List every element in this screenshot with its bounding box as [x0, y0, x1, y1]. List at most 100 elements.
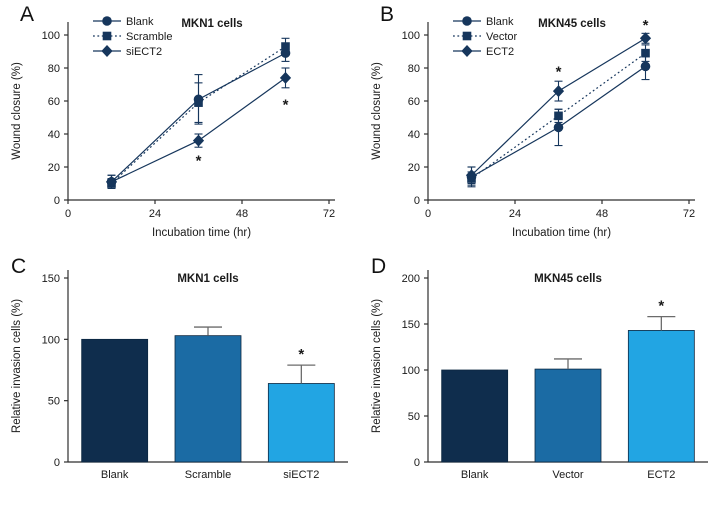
- square-marker: [194, 98, 203, 107]
- diamond-marker: [105, 175, 118, 188]
- bar-rect: [627, 330, 695, 463]
- y-tick-label: 60: [408, 96, 420, 108]
- significance-asterisk: *: [643, 17, 649, 34]
- x-tick-label: 72: [683, 208, 695, 220]
- panel-c-bar-chart: 0 50 100 150 Relative invasion cells (%) MKN1…: [0, 252, 360, 504]
- error-bar: [287, 364, 316, 384]
- chart-title: MKN1 cells: [177, 273, 238, 285]
- panel-d-letter: D: [371, 255, 387, 278]
- y-tick-label: 60: [48, 96, 60, 108]
- bar-Blank: [81, 338, 149, 463]
- bar-chart-svg: 0 50 100 150 200 Relative invasion cells (%) M…: [371, 270, 708, 481]
- significance-asterisk: *: [298, 346, 304, 363]
- panel-a-line-chart: 0 20 40 60 80 100 0 24 48 72 Wound closure (%) Incu…: [0, 0, 360, 252]
- category-label: Vector: [552, 469, 584, 481]
- square-marker: [102, 31, 112, 41]
- line-chart-svg: 0 20 40 60 80 100 0 24 48 72 Wound closure (%) Incu…: [11, 16, 335, 239]
- x-tick-label: 0: [425, 208, 431, 220]
- y-tick-label: 40: [48, 129, 60, 141]
- y-tick-label: 20: [48, 162, 60, 174]
- square-marker: [554, 111, 563, 121]
- panel-b: B 0 20 40 60 80 100 0 24 48 72 Wound closure (%) In…: [360, 0, 720, 252]
- series-ECT2: [465, 32, 652, 185]
- legend-label: Scramble: [126, 31, 172, 43]
- legend-label: Vector: [486, 31, 518, 43]
- y-tick-label: 100: [402, 365, 420, 377]
- y-tick-label: 50: [408, 411, 420, 423]
- diamond-marker: [101, 45, 113, 57]
- y-tick-label: 150: [402, 319, 420, 331]
- panel-a-letter: A: [20, 3, 35, 26]
- circle-marker: [640, 61, 651, 72]
- panel-c-letter: C: [11, 255, 27, 278]
- chart-title: MKN45 cells: [534, 273, 602, 285]
- y-tick-label: 20: [408, 162, 420, 174]
- bar-Blank: [441, 369, 509, 463]
- bar-rect: [441, 369, 509, 463]
- y-tick-label: 50: [48, 396, 60, 408]
- x-axis-label: Incubation time (hr): [512, 227, 611, 239]
- category-label: Blank: [101, 469, 129, 481]
- category-label: Scramble: [185, 469, 231, 481]
- panel-d-bar-chart: 0 50 100 150 200 Relative invasion cells (%) M…: [360, 252, 720, 504]
- y-axis-label: Relative invasion cells (%): [371, 299, 383, 433]
- y-axis-label: Wound closure (%): [11, 62, 23, 160]
- category-label: Blank: [461, 469, 489, 481]
- x-tick-label: 0: [65, 208, 71, 220]
- x-tick-label: 24: [509, 208, 521, 220]
- bar-rect: [534, 368, 602, 463]
- line-chart-svg: 0 20 40 60 80 100 0 24 48 72 Wound closure (%) Incu…: [371, 16, 695, 239]
- chart-title: MKN1 cells: [181, 18, 242, 30]
- significance-asterisk: *: [658, 298, 664, 315]
- circle-marker: [553, 122, 564, 133]
- significance-asterisk: *: [196, 152, 202, 169]
- significance-asterisk: *: [283, 96, 289, 113]
- bar-siECT2: [267, 364, 335, 463]
- legend-label: Blank: [126, 16, 154, 28]
- diamond-marker: [279, 71, 292, 84]
- axes: [64, 22, 335, 204]
- panel-d: D 0 50 100 150 200 Relative invasion cells (%…: [360, 252, 720, 504]
- square-marker: [462, 31, 472, 41]
- x-tick-label: 72: [323, 208, 335, 220]
- circle-marker: [102, 16, 112, 26]
- circle-marker: [462, 16, 472, 26]
- diamond-marker: [192, 134, 205, 147]
- y-tick-label: 0: [54, 457, 60, 469]
- legend-label: ECT2: [486, 46, 514, 58]
- bar-chart-svg: 0 50 100 150 Relative invasion cells (%) MKN1…: [11, 270, 348, 481]
- x-tick-label: 48: [236, 208, 248, 220]
- y-tick-label: 0: [54, 195, 60, 207]
- series-line: [471, 37, 646, 176]
- bar-rect: [174, 335, 242, 463]
- panel-a: A 0 20 40 60 80 100 0 24 48 72 Wound closure (%) In…: [0, 0, 360, 252]
- legend-label: Blank: [486, 16, 514, 28]
- y-axis-label: Relative invasion cells (%): [11, 299, 23, 433]
- bar-rect: [267, 383, 335, 463]
- diamond-marker: [552, 85, 565, 98]
- y-tick-label: 150: [42, 273, 60, 285]
- y-tick-label: 80: [48, 63, 60, 75]
- y-tick-label: 0: [414, 195, 420, 207]
- error-bar: [194, 326, 222, 336]
- error-bar: [554, 358, 582, 370]
- category-label: ECT2: [647, 469, 675, 481]
- y-tick-label: 0: [414, 457, 420, 469]
- legend: Blank Vector ECT2: [453, 16, 518, 58]
- axes: [424, 22, 695, 204]
- chart-title: MKN45 cells: [538, 18, 606, 30]
- x-axis-label: Incubation time (hr): [152, 227, 251, 239]
- bar-rect: [81, 338, 149, 463]
- category-label: siECT2: [283, 469, 319, 481]
- diamond-marker: [465, 169, 478, 182]
- x-tick-label: 24: [149, 208, 161, 220]
- diamond-marker: [639, 32, 652, 45]
- y-axis-label: Wound closure (%): [371, 62, 383, 160]
- panel-c: C 0 50 100 150 Relative invasion cells (%) MK…: [0, 252, 360, 504]
- diamond-marker: [461, 45, 473, 57]
- panel-b-letter: B: [380, 3, 395, 26]
- square-marker: [281, 42, 290, 51]
- y-tick-label: 100: [402, 30, 420, 42]
- legend: Blank Scramble siECT2: [93, 16, 172, 58]
